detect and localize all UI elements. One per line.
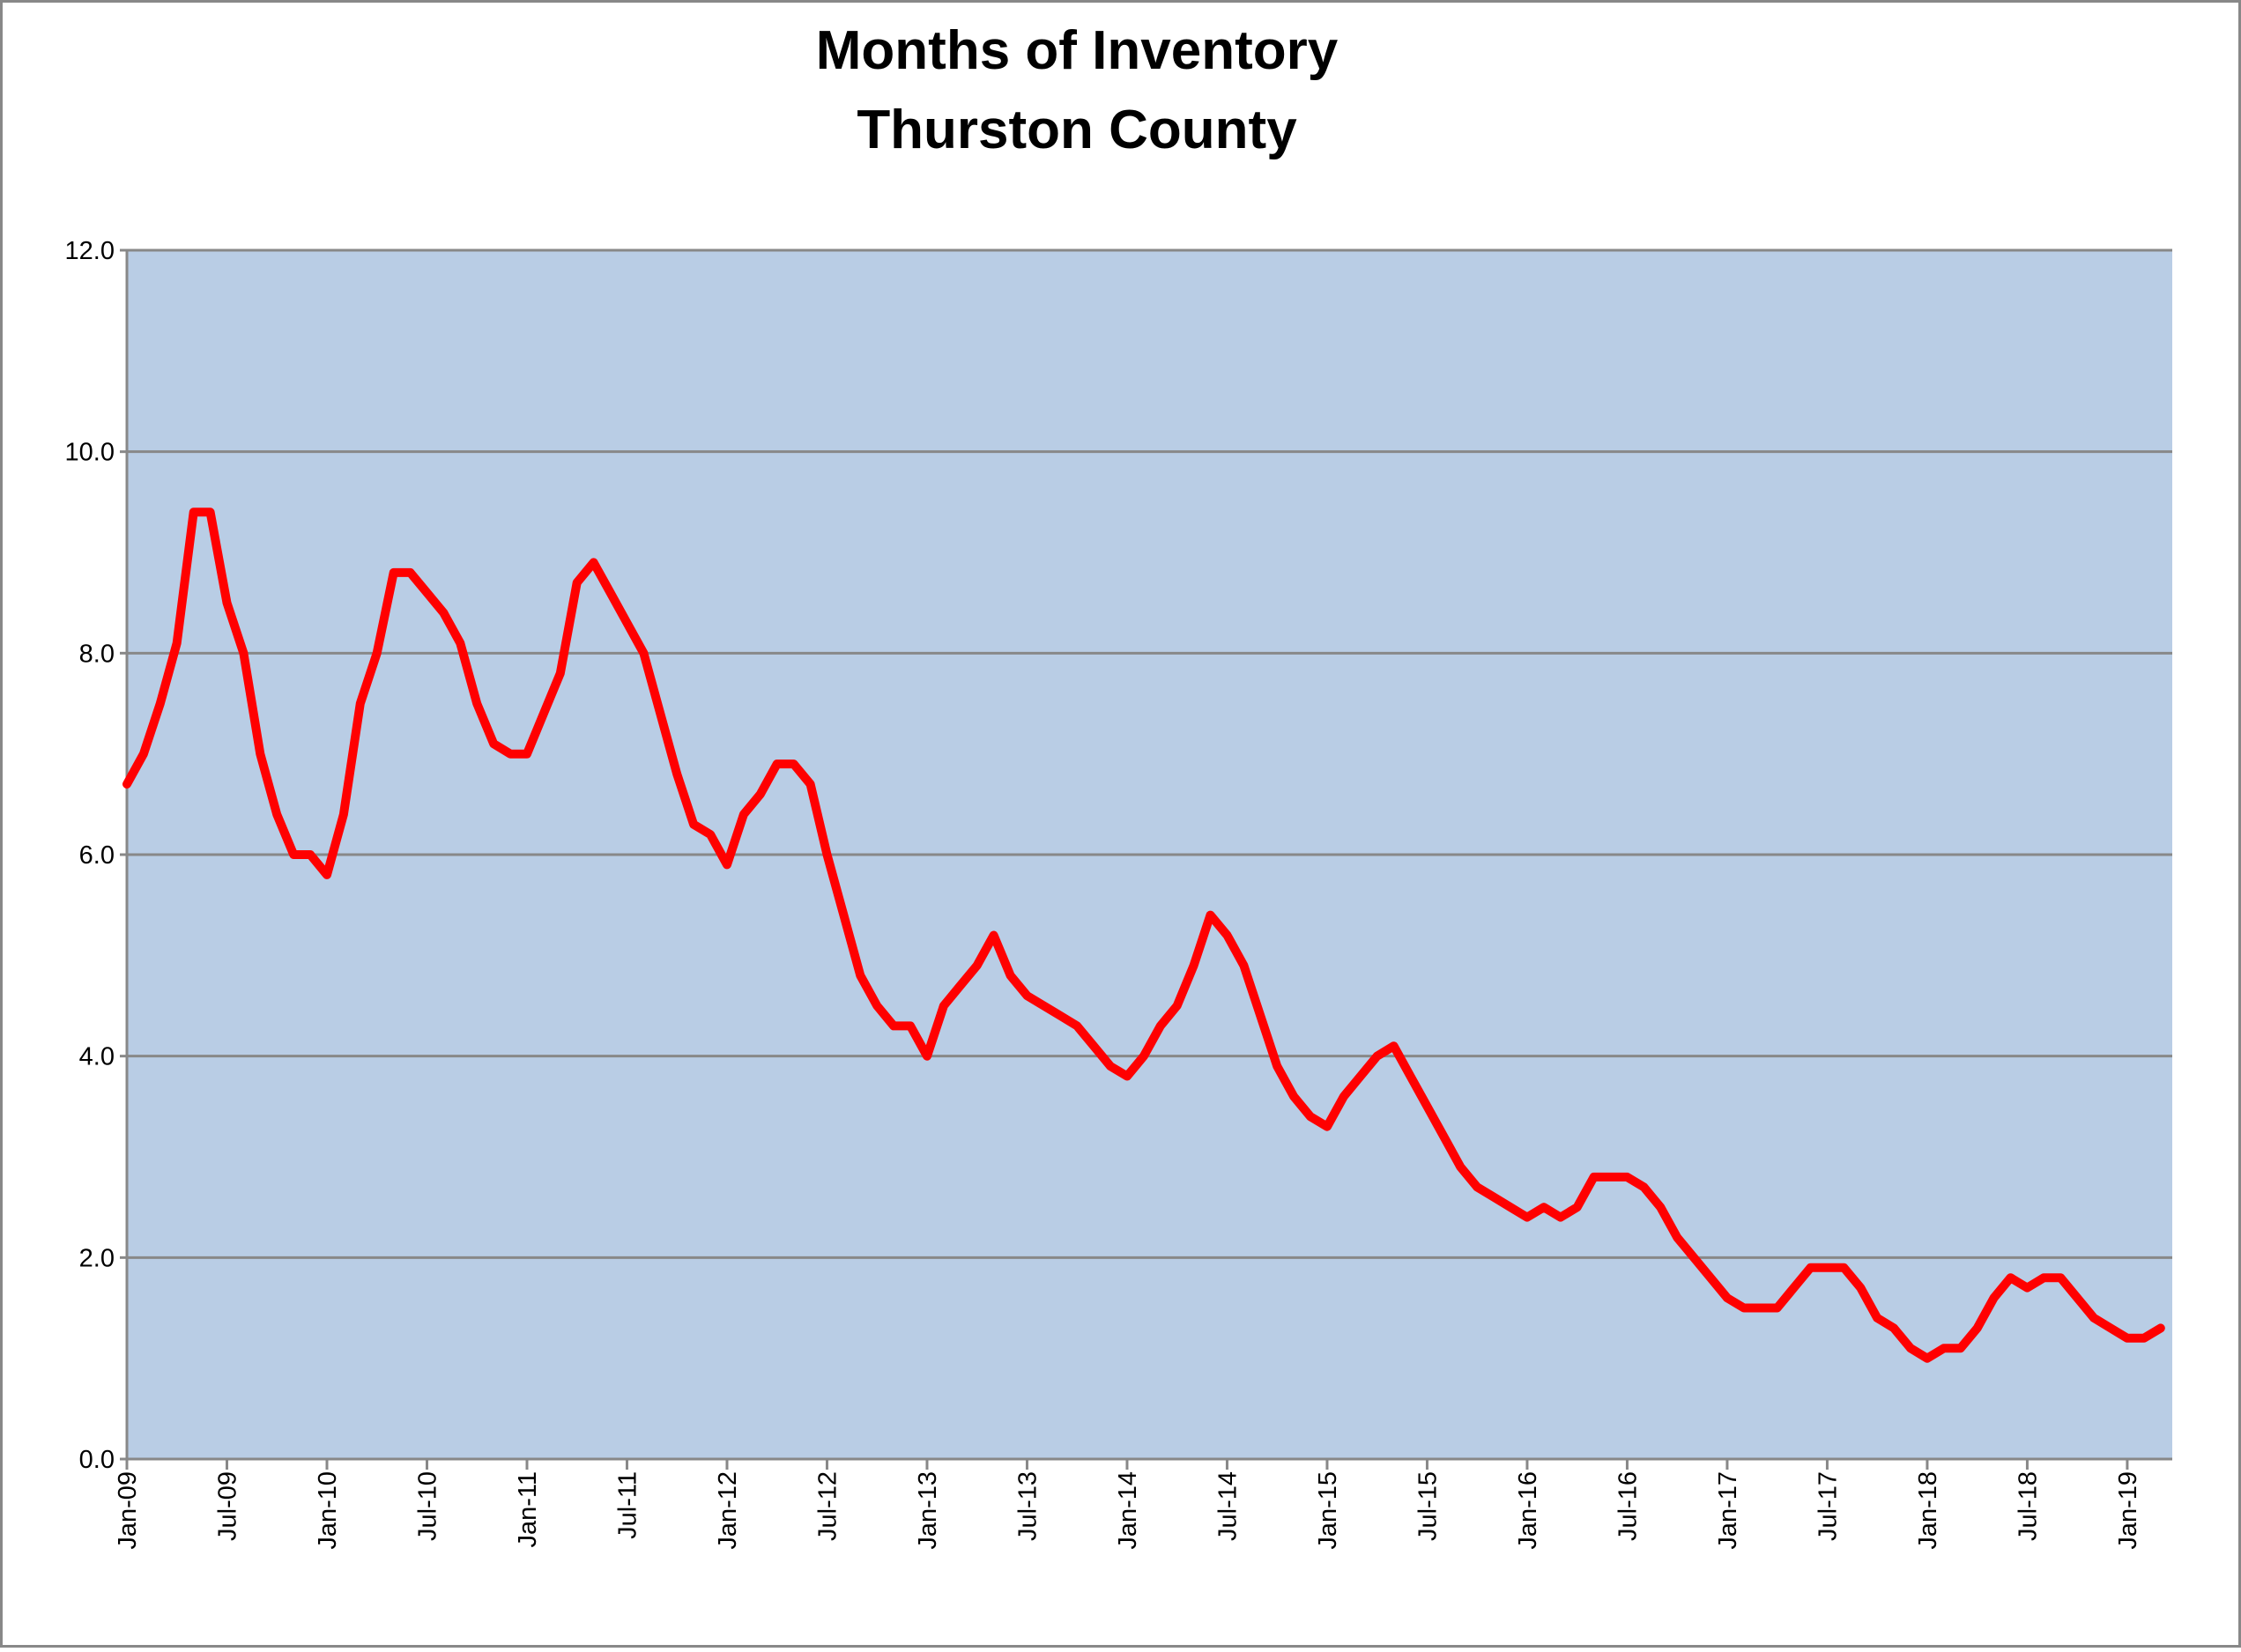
- x-tick-label: Jan-11: [514, 1471, 542, 1548]
- x-tick-label: Jul-11: [613, 1471, 642, 1539]
- x-tick-label: Jan-19: [2114, 1471, 2142, 1550]
- x-tick-label: Jul-09: [213, 1471, 241, 1541]
- y-tick-label: 6.0: [79, 841, 115, 870]
- x-tick-label: Jul-13: [1013, 1471, 1042, 1541]
- x-tick-label: Jan-17: [1714, 1471, 1742, 1550]
- x-tick-label: Jan-13: [914, 1471, 942, 1550]
- chart-title: Months of Inventory: [816, 20, 1339, 81]
- x-tick-label: Jul-15: [1414, 1471, 1442, 1541]
- x-tick-label: Jan-10: [314, 1471, 342, 1550]
- x-tick-label: Jan-15: [1314, 1471, 1342, 1550]
- y-tick-label: 10.0: [65, 439, 115, 467]
- x-tick-label: Jul-16: [1614, 1471, 1642, 1541]
- x-tick-label: Jul-17: [1814, 1471, 1842, 1541]
- y-tick-label: 2.0: [79, 1244, 115, 1272]
- x-tick-label: Jan-09: [114, 1471, 142, 1550]
- y-tick-label: 4.0: [79, 1043, 115, 1071]
- chart-subtitle: Thurston County: [857, 100, 1297, 160]
- x-tick-label: Jul-18: [2014, 1471, 2042, 1541]
- x-tick-label: Jan-16: [1514, 1471, 1542, 1550]
- y-tick-label: 0.0: [79, 1446, 115, 1474]
- data-line: [122, 507, 2165, 1363]
- x-tick-label: Jan-18: [1914, 1471, 1942, 1550]
- x-tick-label: Jul-10: [413, 1471, 442, 1541]
- y-tick-label: 8.0: [79, 640, 115, 668]
- x-tick-label: Jan-12: [714, 1471, 742, 1550]
- y-tick-label: 12.0: [65, 237, 115, 265]
- x-tick-label: Jan-14: [1114, 1471, 1142, 1550]
- x-tick-label: Jul-12: [813, 1471, 842, 1541]
- x-tick-label: Jul-14: [1213, 1471, 1242, 1541]
